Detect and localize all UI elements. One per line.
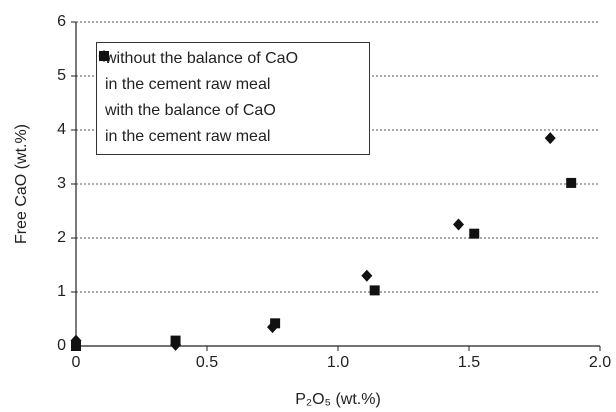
x-tick-label: 0 [72,354,81,371]
y-tick-label: 5 [57,67,66,84]
legend-entry: with the balance of CaO in the cement ra… [99,51,361,150]
y-tick-label: 4 [57,121,66,138]
legend-symbol [99,51,109,61]
point [361,269,373,282]
y-tick-label: 0 [57,337,66,354]
point [270,318,281,329]
y-tick-label: 1 [57,283,66,300]
point [71,341,81,351]
legend-label: without the balance of CaO in the cement… [105,50,299,93]
point [544,132,556,145]
y-tick-label: 3 [57,175,66,192]
x-tick-label: 1.5 [458,354,480,371]
x-tick-label: 1.0 [327,354,349,371]
legend-entry: without the balance of CaO in the cement… [98,46,361,98]
x-tick-label: 0.5 [196,354,218,371]
legend: without the balance of CaO in the cement… [96,42,370,155]
point [453,218,465,231]
x-tick-label: 2.0 [589,354,611,371]
y-axis-label: Free CaO (wt.%) [13,124,30,244]
point [369,285,380,296]
y-tick-label: 2 [57,229,66,246]
point [566,177,577,188]
y-tick-label: 6 [57,13,66,30]
point [469,228,480,239]
point [170,335,181,346]
legend-label: with the balance of CaO in the cement ra… [105,102,276,145]
x-axis-label: P₂O₅ (wt.%) [295,391,381,408]
